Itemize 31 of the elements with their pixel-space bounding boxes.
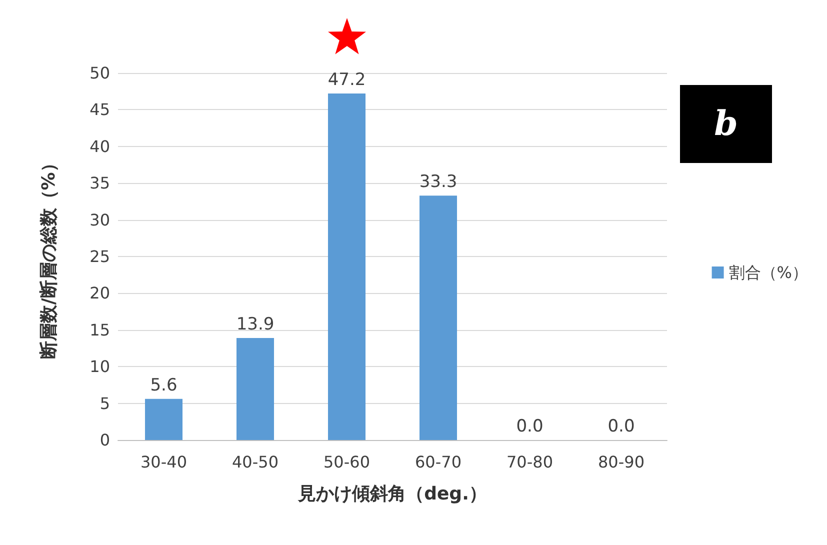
- x-tick-label: 30-40: [140, 452, 187, 472]
- x-tick-label: 50-60: [324, 452, 370, 472]
- bar: [328, 94, 366, 440]
- text: b: [714, 104, 738, 144]
- data-label: 13.9: [236, 314, 274, 334]
- y-tick-label: 20: [90, 284, 110, 303]
- bar: [236, 338, 274, 440]
- y-tick-label: 5: [100, 394, 110, 413]
- bar: [419, 196, 458, 440]
- data-label: 5.6: [150, 375, 178, 396]
- data-label: 0.0: [608, 416, 635, 436]
- x-tick-label: 40-50: [232, 452, 278, 472]
- y-tick-label: 40: [90, 136, 110, 156]
- y-tick-label: 10: [90, 357, 110, 376]
- y-tick-label: 0: [100, 430, 110, 450]
- y-tick-label: 15: [90, 320, 110, 340]
- y-tick-label: 30: [90, 210, 110, 230]
- data-label: 33.3: [419, 172, 458, 192]
- x-tick-label: 60-70: [415, 452, 462, 472]
- bar: [144, 398, 183, 440]
- data-label: 47.2: [328, 70, 366, 90]
- y-tick-label: 50: [90, 64, 110, 82]
- x-axis-title: 見かけ傾斜角（deg.）: [297, 484, 487, 504]
- x-tick-label: 80-90: [598, 452, 644, 472]
- x-tick-label: 70-80: [506, 452, 553, 472]
- y-tick-label: 35: [90, 174, 110, 193]
- y-axis-title: 断層数/断層の総数（%）: [38, 154, 60, 359]
- legend-label: 割合（%）: [728, 263, 808, 282]
- y-tick-label: 25: [90, 247, 110, 266]
- y-tick-label: 45: [90, 100, 110, 120]
- data-label: 0.0: [516, 416, 544, 436]
